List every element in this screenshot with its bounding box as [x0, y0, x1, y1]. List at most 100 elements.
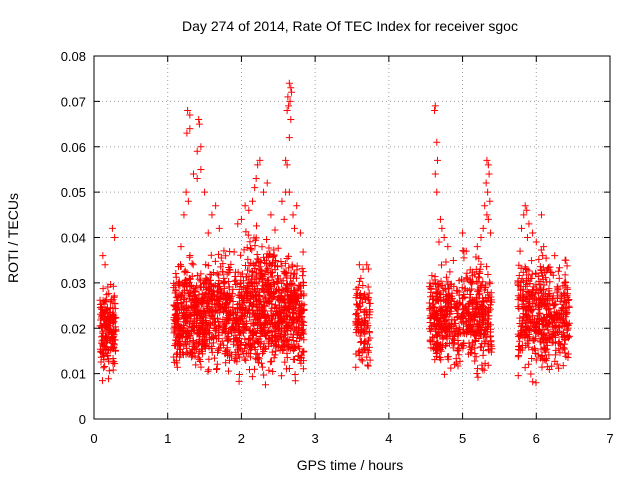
data-point: [256, 333, 264, 341]
data-point: [224, 291, 232, 299]
data-point: [177, 325, 185, 333]
data-point: [266, 317, 274, 325]
data-point: [436, 344, 444, 352]
data-point: [431, 170, 439, 178]
data-point: [285, 102, 293, 110]
data-point: [516, 247, 524, 255]
data-point: [254, 325, 262, 333]
data-point: [553, 283, 561, 291]
data-point: [179, 289, 187, 297]
data-point: [524, 318, 532, 326]
data-point: [275, 341, 283, 349]
data-point: [269, 279, 277, 287]
data-point: [179, 281, 187, 289]
data-point: [554, 267, 562, 275]
data-point: [223, 270, 231, 278]
data-point: [427, 303, 435, 311]
data-point: [254, 161, 262, 169]
data-point: [440, 234, 448, 241]
data-point: [96, 322, 104, 330]
data-point: [357, 338, 365, 346]
data-point: [271, 338, 279, 346]
data-point: [241, 345, 249, 353]
data-point: [261, 344, 269, 352]
data-point: [545, 310, 553, 318]
data-point: [429, 322, 437, 330]
data-point: [215, 317, 223, 325]
data-point: [528, 270, 536, 278]
data-point: [109, 359, 117, 367]
data-point: [483, 211, 491, 219]
data-point: [170, 301, 178, 309]
data-point: [478, 302, 486, 310]
data-point: [102, 296, 110, 304]
data-point: [202, 261, 210, 269]
data-point: [549, 338, 557, 346]
data-point: [265, 260, 273, 268]
data-point: [295, 324, 303, 332]
data-point: [280, 215, 288, 223]
data-point: [194, 340, 202, 348]
data-point: [352, 350, 360, 358]
data-point: [191, 287, 199, 295]
data-point: [209, 296, 217, 304]
data-point: [282, 312, 290, 320]
x-axis-label: GPS time / hours: [297, 457, 404, 473]
data-point: [173, 317, 181, 325]
data-point: [522, 325, 530, 333]
data-point: [278, 197, 286, 205]
data-point: [554, 323, 562, 331]
data-point: [521, 202, 529, 210]
data-point: [451, 327, 459, 335]
data-point: [268, 312, 276, 320]
data-point: [251, 329, 259, 337]
data-point: [189, 261, 197, 269]
data-point: [202, 341, 210, 349]
data-point: [522, 282, 530, 290]
data-point: [244, 231, 252, 239]
y-tick-label: 0.08: [61, 49, 86, 64]
data-point: [242, 356, 250, 364]
data-point: [261, 259, 269, 267]
data-point: [246, 302, 254, 310]
data-point: [245, 326, 253, 334]
data-point: [540, 286, 548, 294]
data-point: [545, 289, 553, 297]
data-point: [564, 322, 572, 330]
data-point: [250, 321, 258, 329]
data-point: [446, 268, 454, 276]
data-point: [299, 268, 307, 276]
data-point: [462, 247, 470, 255]
data-point: [532, 285, 540, 293]
data-point: [223, 346, 231, 354]
data-point: [543, 299, 551, 307]
data-point: [253, 290, 261, 298]
data-point: [431, 276, 439, 284]
data-point: [485, 312, 493, 320]
data-point: [182, 310, 190, 318]
data-point: [195, 349, 203, 357]
data-point: [467, 290, 475, 298]
data-point: [261, 307, 269, 315]
data-point: [452, 304, 460, 312]
data-point: [218, 337, 226, 345]
data-point: [101, 315, 109, 323]
data-point: [527, 370, 535, 378]
data-point: [285, 305, 293, 313]
data-point: [257, 271, 265, 279]
y-tick-label: 0.06: [61, 140, 86, 155]
data-point: [192, 339, 200, 347]
data-point: [446, 296, 454, 304]
data-point: [255, 355, 263, 363]
data-point: [290, 355, 298, 363]
data-point: [243, 340, 251, 348]
x-tick-label: 6: [533, 431, 540, 446]
data-point: [471, 357, 479, 365]
data-point: [111, 336, 119, 344]
y-tick-label: 0: [79, 412, 86, 427]
data-point: [443, 353, 451, 361]
data-point: [356, 347, 364, 355]
data-point: [447, 364, 455, 372]
data-point: [544, 264, 552, 272]
data-point: [176, 345, 184, 353]
